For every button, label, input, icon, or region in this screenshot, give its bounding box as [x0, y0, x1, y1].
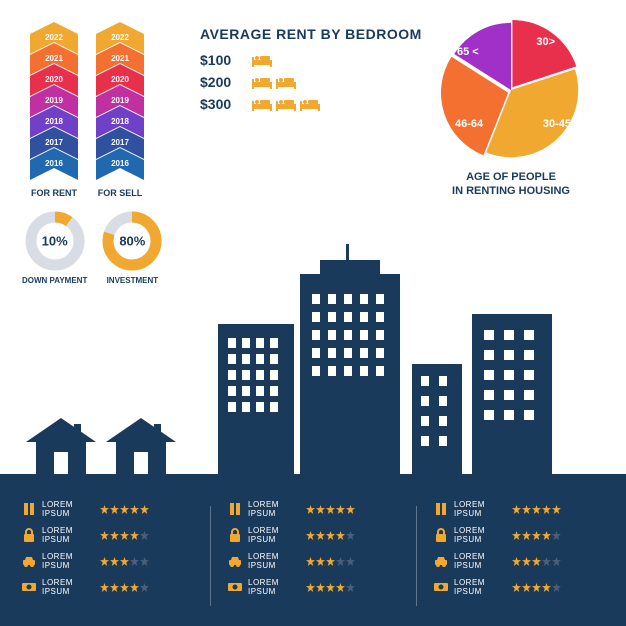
skyline	[0, 256, 626, 486]
year-arrow-columns: 2022202120202019201820172016 FOR RENT 20…	[30, 22, 144, 198]
arrow-col-rent: 2022202120202019201820172016 FOR RENT	[30, 22, 78, 198]
bed-icons	[252, 54, 272, 67]
donut-percent: 10%	[42, 234, 68, 249]
rating-row: LOREM IPSUM	[434, 526, 604, 544]
rent-row: $300	[200, 96, 422, 112]
star-rating	[306, 531, 355, 540]
lock-icon	[434, 528, 448, 542]
rating-row: LOREM IPSUM	[22, 500, 192, 518]
arrow-col-label: FOR RENT	[31, 188, 77, 198]
rating-column: LOREM IPSUM LOREM IPSUM LOREM IPSUM LOREM I…	[22, 500, 192, 612]
lock-icon	[228, 528, 242, 542]
rating-text: LOREM IPSUM	[248, 552, 300, 570]
rent-section: AVERAGE RENT BY BEDROOM $100 $200 $300	[200, 26, 422, 118]
rent-price: $300	[200, 96, 242, 112]
star-rating	[100, 557, 149, 566]
star-rating	[512, 505, 561, 514]
star-rating	[306, 557, 355, 566]
rating-row: LOREM IPSUM	[228, 552, 398, 570]
rating-row: LOREM IPSUM	[228, 578, 398, 596]
pie-slice-label: 30>	[536, 36, 555, 48]
car-icon	[228, 554, 242, 568]
rating-text: LOREM IPSUM	[42, 578, 94, 596]
house-icon	[26, 418, 96, 474]
rent-price: $100	[200, 52, 242, 68]
star-rating	[512, 583, 561, 592]
rating-text: LOREM IPSUM	[454, 578, 506, 596]
rent-row: $100	[200, 52, 422, 68]
ratings-band: LOREM IPSUM LOREM IPSUM LOREM IPSUM LOREM I…	[0, 486, 626, 626]
rating-text: LOREM IPSUM	[42, 526, 94, 544]
star-rating	[512, 531, 561, 540]
house-icon	[106, 418, 176, 474]
building-icon	[300, 274, 400, 474]
star-rating	[100, 583, 149, 592]
rating-row: LOREM IPSUM	[434, 552, 604, 570]
car-icon	[434, 554, 448, 568]
rating-row: LOREM IPSUM	[22, 578, 192, 596]
pie-slice-label: 30-45	[543, 118, 571, 130]
star-rating	[100, 505, 149, 514]
rating-row: LOREM IPSUM	[22, 552, 192, 570]
pause-icon	[228, 502, 242, 516]
pause-icon	[22, 502, 36, 516]
pause-icon	[434, 502, 448, 516]
rating-row: LOREM IPSUM	[22, 526, 192, 544]
star-rating	[100, 531, 149, 540]
rating-row: LOREM IPSUM	[434, 500, 604, 518]
rating-text: LOREM IPSUM	[248, 578, 300, 596]
money-icon	[434, 580, 448, 594]
rent-price: $200	[200, 74, 242, 90]
bed-icons	[252, 98, 320, 111]
bed-icons	[252, 76, 296, 89]
building-icon	[218, 324, 294, 474]
rating-row: LOREM IPSUM	[228, 526, 398, 544]
money-icon	[228, 580, 242, 594]
rating-text: LOREM IPSUM	[454, 500, 506, 518]
rent-row: $200	[200, 74, 422, 90]
rating-column: LOREM IPSUM LOREM IPSUM LOREM IPSUM LOREM I…	[434, 500, 604, 612]
car-icon	[22, 554, 36, 568]
rating-row: LOREM IPSUM	[434, 578, 604, 596]
star-rating	[306, 505, 355, 514]
rating-text: LOREM IPSUM	[42, 552, 94, 570]
donut-percent: 80%	[119, 234, 145, 249]
building-icon	[472, 314, 552, 474]
rating-text: LOREM IPSUM	[454, 552, 506, 570]
star-rating	[306, 583, 355, 592]
building-icon	[412, 364, 462, 474]
rating-text: LOREM IPSUM	[454, 526, 506, 544]
rating-column: LOREM IPSUM LOREM IPSUM LOREM IPSUM LOREM I…	[228, 500, 398, 612]
arrow-col-label: FOR SELL	[98, 188, 143, 198]
rating-text: LOREM IPSUM	[248, 500, 300, 518]
rent-title: AVERAGE RENT BY BEDROOM	[200, 26, 422, 42]
arrow-col-sell: 2022202120202019201820172016 FOR SELL	[96, 22, 144, 198]
pie-slice-label: 46-64	[455, 118, 483, 130]
rating-text: LOREM IPSUM	[42, 500, 94, 518]
pie-section: 30> 30-45 46-64 65 < AGE OF PEOPLEIN REN…	[426, 20, 596, 199]
star-rating	[512, 557, 561, 566]
pie-caption: AGE OF PEOPLEIN RENTING HOUSING	[426, 170, 596, 199]
money-icon	[22, 580, 36, 594]
pie-slice-label: 65 <	[457, 46, 479, 58]
lock-icon	[22, 528, 36, 542]
rating-row: LOREM IPSUM	[228, 500, 398, 518]
rating-text: LOREM IPSUM	[248, 526, 300, 544]
pie-chart: 30> 30-45 46-64 65 <	[441, 20, 581, 160]
